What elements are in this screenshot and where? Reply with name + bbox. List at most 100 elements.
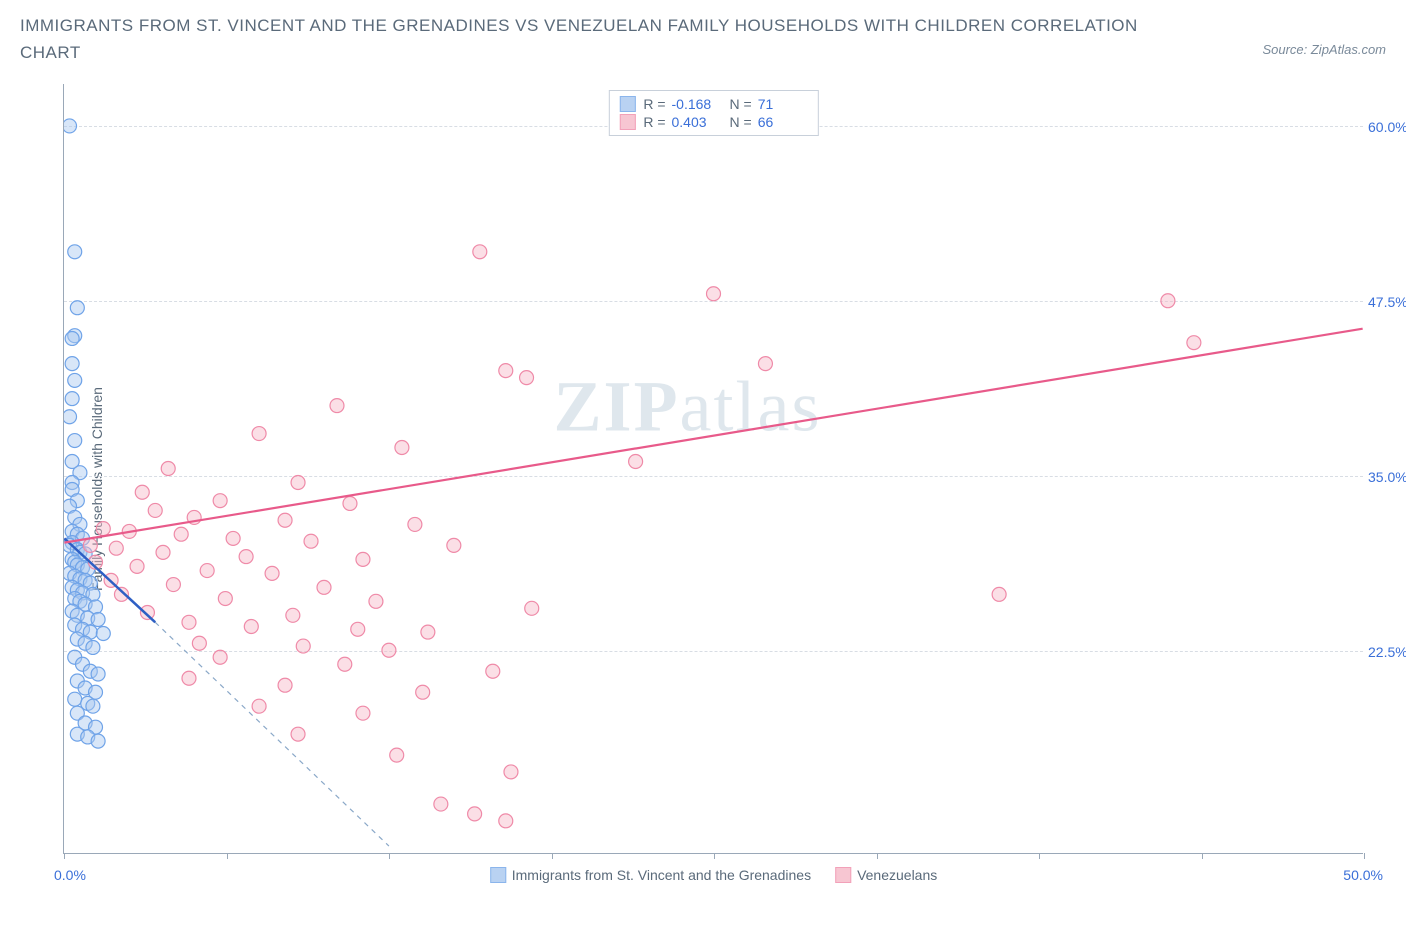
data-point — [395, 441, 409, 455]
data-point — [148, 504, 162, 518]
x-tick — [877, 853, 878, 859]
legend-label-0: Immigrants from St. Vincent and the Gren… — [512, 867, 811, 883]
data-point — [174, 528, 188, 542]
data-point — [70, 301, 84, 315]
data-point — [64, 410, 77, 424]
source-label: Source: ZipAtlas.com — [1262, 12, 1386, 57]
data-point — [382, 644, 396, 658]
data-point — [161, 462, 175, 476]
data-point — [629, 455, 643, 469]
legend-item-1: Venezuelans — [835, 867, 937, 883]
data-point — [65, 357, 79, 371]
data-point — [504, 765, 518, 779]
chart-container: Family Households with Children ZIPatlas… — [13, 74, 1393, 904]
data-point — [192, 637, 206, 651]
data-point — [369, 595, 383, 609]
data-point — [390, 749, 404, 763]
data-point — [434, 797, 448, 811]
data-point — [252, 427, 266, 441]
data-point — [356, 553, 370, 567]
data-point — [351, 623, 365, 637]
data-point — [213, 651, 227, 665]
chart-title: IMMIGRANTS FROM ST. VINCENT AND THE GREN… — [20, 12, 1140, 66]
data-point — [291, 728, 305, 742]
data-point — [91, 667, 105, 681]
data-point — [244, 620, 258, 634]
data-point — [338, 658, 352, 672]
data-point — [758, 357, 772, 371]
data-point — [473, 245, 487, 259]
data-point — [182, 616, 196, 630]
data-point — [304, 535, 318, 549]
data-point — [91, 613, 105, 627]
data-point — [330, 399, 344, 413]
correlation-legend: R = -0.168 N = 71 R = 0.403 N = 66 — [608, 90, 818, 136]
data-point — [343, 497, 357, 511]
data-point — [65, 392, 79, 406]
y-tick-label: 22.5% — [1368, 644, 1406, 660]
x-tick — [552, 853, 553, 859]
data-point — [408, 518, 422, 532]
data-point — [296, 639, 310, 653]
legend-item-0: Immigrants from St. Vincent and the Gren… — [490, 867, 811, 883]
data-point — [109, 542, 123, 556]
data-point — [91, 735, 105, 749]
data-point — [68, 374, 82, 388]
plot-area: ZIPatlas R = -0.168 N = 71 R = 0.403 N =… — [63, 84, 1363, 854]
data-point — [520, 371, 534, 385]
data-point — [252, 700, 266, 714]
data-point — [68, 434, 82, 448]
swatch-blue-icon — [490, 867, 506, 883]
y-tick-label: 47.5% — [1368, 294, 1406, 310]
data-point — [416, 686, 430, 700]
data-point — [317, 581, 331, 595]
data-point — [68, 693, 82, 707]
swatch-pink — [619, 114, 635, 130]
data-point — [83, 539, 97, 553]
data-point — [166, 578, 180, 592]
y-tick-label: 35.0% — [1368, 469, 1406, 485]
data-point — [65, 332, 79, 346]
x-tick — [389, 853, 390, 859]
data-point — [707, 287, 721, 301]
data-point — [447, 539, 461, 553]
x-tick — [64, 853, 65, 859]
data-point — [992, 588, 1006, 602]
data-point — [265, 567, 279, 581]
data-point — [64, 119, 77, 133]
x-tick — [1364, 853, 1365, 859]
data-point — [156, 546, 170, 560]
data-point — [213, 494, 227, 508]
scatter-svg — [64, 84, 1363, 853]
data-point — [200, 564, 214, 578]
data-point — [525, 602, 539, 616]
data-point — [218, 592, 232, 606]
data-point — [356, 707, 370, 721]
data-point — [86, 641, 100, 655]
x-tick — [227, 853, 228, 859]
data-point — [135, 486, 149, 500]
x-tick — [1202, 853, 1203, 859]
swatch-pink-icon — [835, 867, 851, 883]
data-point — [96, 627, 110, 641]
legend-row-series-0: R = -0.168 N = 71 — [619, 95, 807, 113]
data-point — [278, 679, 292, 693]
swatch-blue — [619, 96, 635, 112]
data-point — [1161, 294, 1175, 308]
x-tick — [1039, 853, 1040, 859]
data-point — [140, 606, 154, 620]
x-tick — [714, 853, 715, 859]
data-point — [278, 514, 292, 528]
data-point — [1187, 336, 1201, 350]
data-point — [68, 245, 82, 259]
data-point — [226, 532, 240, 546]
x-min-label: 0.0% — [54, 867, 86, 883]
data-point — [486, 665, 500, 679]
x-max-label: 50.0% — [1343, 867, 1383, 883]
data-point — [130, 560, 144, 574]
data-point — [421, 625, 435, 639]
data-point — [499, 364, 513, 378]
data-point — [291, 476, 305, 490]
data-point — [239, 550, 253, 564]
data-point — [468, 807, 482, 821]
